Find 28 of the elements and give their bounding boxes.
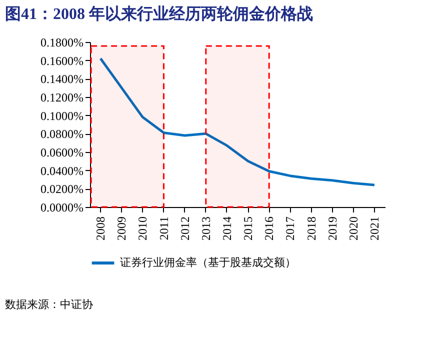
y-tick-label: 0.0200% [40, 182, 84, 196]
y-tick-label: 0.0400% [40, 164, 84, 178]
y-tick-label: 0.0000% [40, 200, 84, 214]
x-tick-label: 2015 [241, 216, 256, 240]
x-tick-label: 2019 [325, 216, 340, 240]
source-note: 数据来源：中证协 [5, 298, 93, 311]
y-tick-label: 0.1000% [40, 108, 84, 123]
x-tick-label: 2021 [367, 216, 382, 240]
y-tick-label: 0.0800% [40, 127, 84, 142]
y-tick-label: 0.0600% [40, 146, 84, 160]
x-tick-label: 2014 [220, 216, 234, 240]
legend-label: 证券行业佣金率（基于股基成交额） [120, 256, 296, 269]
x-tick-label: 2008 [94, 216, 108, 240]
chart-title: 图41：2008 年以来行业经历两轮佣金价格战 [5, 5, 313, 23]
x-tick-label: 2017 [283, 216, 298, 240]
y-tick-label: 0.1800% [40, 36, 84, 50]
x-tick-label: 2018 [304, 216, 318, 240]
x-tick-label: 2020 [346, 216, 360, 240]
x-tick-label: 2012 [178, 216, 192, 240]
x-tick-label: 2009 [114, 216, 129, 240]
x-tick-label: 2013 [198, 216, 213, 240]
x-tick-label: 2010 [136, 216, 150, 240]
y-tick-label: 0.1600% [40, 54, 84, 68]
y-tick-label: 0.1200% [40, 90, 84, 104]
y-tick-label: 0.1400% [40, 72, 84, 86]
x-tick-label: 2011 [156, 216, 171, 240]
x-tick-label: 2016 [262, 216, 276, 240]
line-series [99, 57, 376, 186]
